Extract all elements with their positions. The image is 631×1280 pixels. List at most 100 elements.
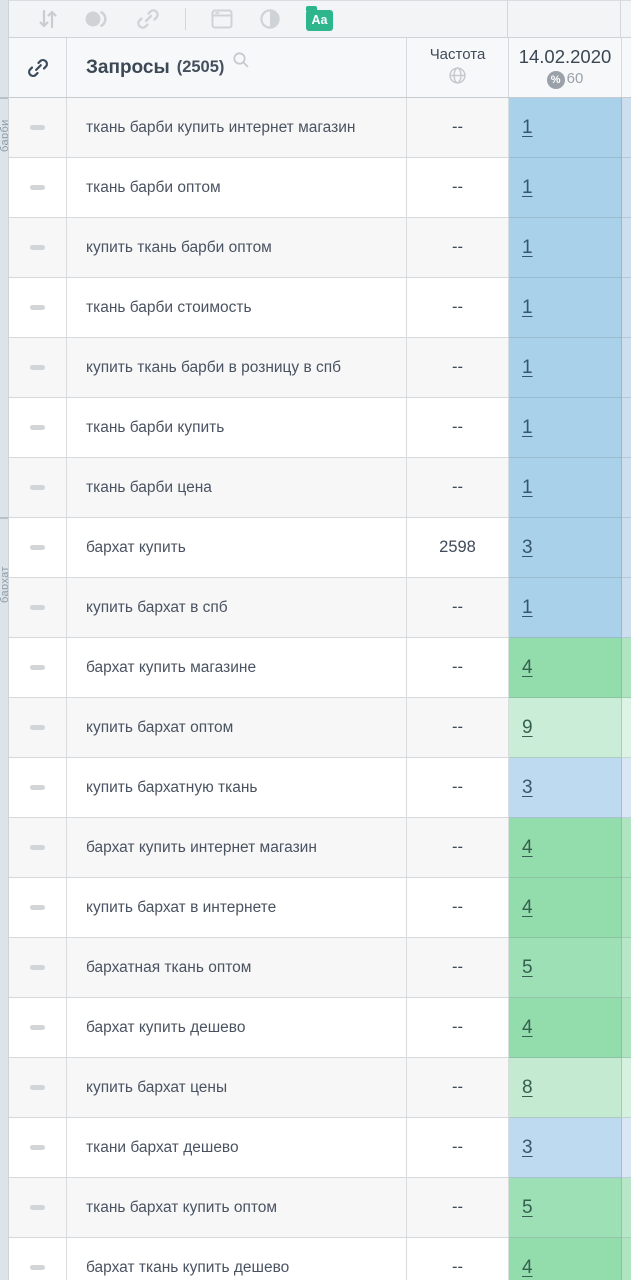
position-link[interactable]: 4 bbox=[522, 1016, 533, 1038]
position-link[interactable]: 4 bbox=[522, 1256, 533, 1278]
frequency-value: -- bbox=[452, 178, 463, 196]
position-link[interactable]: 1 bbox=[522, 236, 533, 258]
queries-count: (2505) bbox=[176, 58, 225, 76]
query-cell[interactable]: бархат купить дешево bbox=[67, 998, 407, 1058]
drag-handle[interactable] bbox=[30, 545, 45, 550]
drag-handle-cell bbox=[9, 518, 67, 578]
drag-handle[interactable] bbox=[30, 905, 45, 910]
query-cell[interactable]: купить бархат в спб bbox=[67, 578, 407, 638]
position-link[interactable]: 4 bbox=[522, 896, 533, 918]
position-link[interactable]: 1 bbox=[522, 356, 533, 378]
header-date-cell[interactable]: 14.02.2020 % 60 bbox=[509, 38, 622, 97]
drag-handle[interactable] bbox=[30, 425, 45, 430]
query-text: купить бархатную ткань bbox=[86, 779, 258, 796]
drag-handle[interactable] bbox=[30, 1205, 45, 1210]
position-link[interactable]: 3 bbox=[522, 776, 533, 798]
drag-handle-cell bbox=[9, 1058, 67, 1118]
header-frequency-cell[interactable]: Частота bbox=[407, 38, 509, 97]
frequency-cell: -- bbox=[407, 998, 509, 1058]
frequency-cell: -- bbox=[407, 338, 509, 398]
frequency-value: -- bbox=[452, 718, 463, 736]
position-link[interactable]: 5 bbox=[522, 956, 533, 978]
query-cell[interactable]: ткань барби цена bbox=[67, 458, 407, 518]
query-cell[interactable]: бархатная ткань оптом bbox=[67, 938, 407, 998]
frequency-value: -- bbox=[452, 1138, 463, 1156]
position-cell: 4 bbox=[509, 878, 622, 938]
drag-handle[interactable] bbox=[30, 305, 45, 310]
drag-handle[interactable] bbox=[30, 185, 45, 190]
globe-icon bbox=[448, 66, 467, 90]
query-cell[interactable]: бархат купить магазине bbox=[67, 638, 407, 698]
query-cell[interactable]: бархат купить bbox=[67, 518, 407, 578]
drag-handle[interactable] bbox=[30, 1085, 45, 1090]
contrast-icon[interactable] bbox=[258, 7, 282, 31]
position-link[interactable]: 1 bbox=[522, 116, 533, 138]
drag-handle[interactable] bbox=[30, 365, 45, 370]
position-link[interactable]: 1 bbox=[522, 596, 533, 618]
drag-handle[interactable] bbox=[30, 485, 45, 490]
drag-handle[interactable] bbox=[30, 725, 45, 730]
position-link[interactable]: 4 bbox=[522, 656, 533, 678]
query-cell[interactable]: ткань барби оптом bbox=[67, 158, 407, 218]
table-row: бархатная ткань оптом -- 5 bbox=[9, 938, 631, 998]
next-column-strip bbox=[622, 458, 631, 518]
sort-icon[interactable] bbox=[37, 9, 59, 29]
query-cell[interactable]: бархат ткань купить дешево bbox=[67, 1238, 407, 1280]
link-icon[interactable] bbox=[135, 6, 161, 32]
query-cell[interactable]: купить бархат цены bbox=[67, 1058, 407, 1118]
drag-handle[interactable] bbox=[30, 605, 45, 610]
drag-handle-cell bbox=[9, 458, 67, 518]
next-column-strip bbox=[622, 1178, 631, 1238]
position-link[interactable]: 1 bbox=[522, 296, 533, 318]
query-cell[interactable]: купить бархат оптом bbox=[67, 698, 407, 758]
table-row: купить бархат цены -- 8 bbox=[9, 1058, 631, 1118]
table-row: купить бархат в интернете -- 4 bbox=[9, 878, 631, 938]
position-cell: 4 bbox=[509, 998, 622, 1058]
drag-handle[interactable] bbox=[30, 1025, 45, 1030]
search-icon[interactable] bbox=[232, 51, 250, 74]
position-link[interactable]: 1 bbox=[522, 176, 533, 198]
query-cell[interactable]: ткани бархат дешево bbox=[67, 1118, 407, 1178]
position-cell: 5 bbox=[509, 938, 622, 998]
query-cell[interactable]: ткань барби купить интернет магазин bbox=[67, 98, 407, 158]
query-cell[interactable]: купить ткань барби оптом bbox=[67, 218, 407, 278]
window-view-icon[interactable] bbox=[210, 8, 234, 30]
query-cell[interactable]: купить ткань барби в розницу в спб bbox=[67, 338, 407, 398]
table-row: ткань барби цена -- 1 bbox=[9, 458, 631, 518]
header-link-cell[interactable] bbox=[9, 38, 67, 97]
drag-handle[interactable] bbox=[30, 965, 45, 970]
header-queries-cell[interactable]: Запросы (2505) bbox=[67, 38, 407, 97]
table-row: ткань барби оптом -- 1 bbox=[9, 158, 631, 218]
query-text: ткани бархат дешево bbox=[86, 1139, 239, 1156]
position-link[interactable]: 3 bbox=[522, 536, 533, 558]
query-cell[interactable]: ткань бархат купить оптом bbox=[67, 1178, 407, 1238]
query-text: бархат купить магазине bbox=[86, 659, 257, 676]
drag-handle[interactable] bbox=[30, 845, 45, 850]
query-cell[interactable]: ткань барби стоимость bbox=[67, 278, 407, 338]
drag-handle[interactable] bbox=[30, 785, 45, 790]
position-link[interactable]: 1 bbox=[522, 476, 533, 498]
position-link[interactable]: 4 bbox=[522, 836, 533, 858]
query-cell[interactable]: купить бархат в интернете bbox=[67, 878, 407, 938]
next-column-strip bbox=[622, 338, 631, 398]
next-column-strip bbox=[622, 698, 631, 758]
drag-handle-cell bbox=[9, 218, 67, 278]
drag-handle[interactable] bbox=[30, 1265, 45, 1270]
position-link[interactable]: 8 bbox=[522, 1076, 533, 1098]
drag-handle[interactable] bbox=[30, 245, 45, 250]
query-cell[interactable]: купить бархатную ткань bbox=[67, 758, 407, 818]
position-link[interactable]: 9 bbox=[522, 716, 533, 738]
query-cell[interactable]: бархат купить интернет магазин bbox=[67, 818, 407, 878]
position-link[interactable]: 5 bbox=[522, 1196, 533, 1218]
position-link[interactable]: 3 bbox=[522, 1136, 533, 1158]
drag-handle[interactable] bbox=[30, 1145, 45, 1150]
drag-handle[interactable] bbox=[30, 125, 45, 130]
drag-handle[interactable] bbox=[30, 665, 45, 670]
drag-handle-cell bbox=[9, 1238, 67, 1280]
position-link[interactable]: 1 bbox=[522, 416, 533, 438]
text-analysis-aa-icon[interactable]: Aa bbox=[306, 5, 333, 31]
frequency-cell: -- bbox=[407, 218, 509, 278]
query-cell[interactable]: ткань барби купить bbox=[67, 398, 407, 458]
circles-filter-icon[interactable] bbox=[83, 8, 111, 30]
